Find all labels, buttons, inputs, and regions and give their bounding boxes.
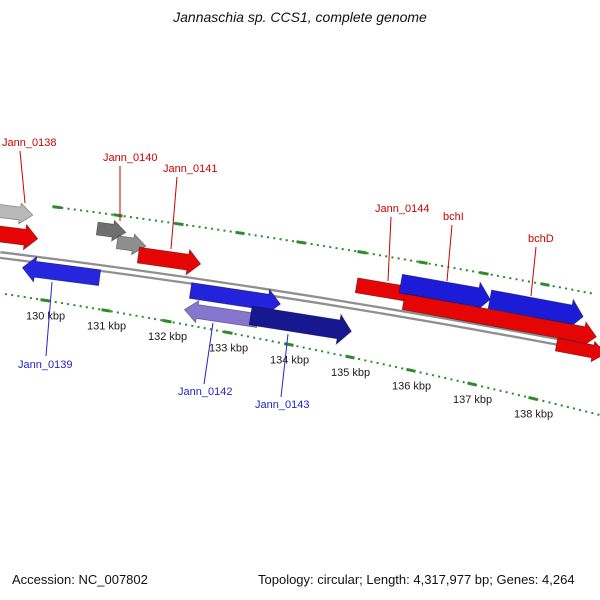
gene-label-Jann_0140: Jann_0140 (103, 152, 157, 164)
gene-label-Jann_0142: Jann_0142 (178, 386, 232, 398)
upper-major-tick (296, 240, 306, 245)
ruler-label: 136 kbp (392, 380, 431, 392)
gene-label-bchI: bchI (443, 211, 464, 223)
gene-arrow-cds-red-a[interactable] (0, 220, 39, 251)
ruler-label: 131 kbp (87, 321, 126, 333)
ruler-major-tick (528, 395, 538, 402)
accession-text: Accession: NC_007802 (12, 572, 148, 587)
ruler-label: 137 kbp (453, 394, 492, 406)
ruler-label: 130 kbp (26, 310, 65, 322)
gene-arrow-cds-red-c[interactable] (554, 334, 600, 364)
ruler-label: 135 kbp (331, 367, 370, 379)
gene-label-Jann_0138: Jann_0138 (2, 137, 56, 149)
ruler-major-tick (223, 330, 233, 335)
leader-line-Jann_0141 (170, 176, 178, 250)
leader-line-Jann_0142 (203, 322, 214, 385)
gene-arrow-Jann_0143[interactable] (248, 300, 353, 346)
upper-major-tick (235, 230, 245, 236)
gene-arrow-Jann_0141[interactable] (136, 242, 203, 276)
gene-arrow-cds-gray-b[interactable] (115, 232, 148, 257)
upper-major-tick (113, 213, 123, 218)
ruler-label: 132 kbp (148, 331, 187, 343)
upper-major-tick (540, 282, 550, 287)
ruler-major-tick (406, 367, 416, 373)
gene-label-Jann_0143: Jann_0143 (255, 399, 309, 411)
leader-line-bchI (446, 224, 453, 282)
ruler-label: 133 kbp (209, 343, 248, 355)
gene-arrow-cds-red-b[interactable] (401, 289, 598, 349)
gene-arrow-Jann_0142[interactable] (183, 299, 260, 332)
leader-line-Jann_0138 (19, 150, 26, 204)
ruler-label: 134 kbp (270, 355, 309, 367)
upper-major-tick (418, 260, 428, 265)
ruler-major-tick (284, 342, 294, 347)
ruler-major-tick (162, 318, 172, 324)
gene-label-Jann_0139: Jann_0139 (18, 359, 72, 371)
upper-major-tick (174, 221, 184, 227)
gene-label-bchD: bchD (528, 233, 554, 245)
ruler-major-tick (345, 354, 355, 360)
upper-major-tick (357, 250, 367, 255)
ruler-major-tick (40, 298, 50, 303)
page-title: Jannaschia sp. CCS1, complete genome (173, 9, 427, 25)
gene-arrow-Jann_0138[interactable] (0, 200, 34, 226)
upper-major-tick (52, 205, 62, 210)
genome-meta-text: Topology: circular; Length: 4,317,977 bp… (258, 572, 575, 587)
gene-arrow-Jann_0139[interactable] (21, 255, 102, 290)
leader-line-Jann_0143 (280, 333, 289, 398)
gene-label-Jann_0141: Jann_0141 (163, 163, 217, 175)
upper-major-tick (479, 271, 489, 276)
ruler-label: 138 kbp (514, 409, 553, 421)
gene-label-Jann_0144: Jann_0144 (375, 203, 429, 215)
ruler-major-tick (467, 381, 477, 387)
leader-line-Jann_0139 (45, 281, 53, 357)
ruler-major-tick (101, 308, 111, 313)
leader-line-bchD (530, 246, 537, 297)
upper-tick-arc (54, 206, 596, 295)
leader-line-Jann_0144 (387, 216, 392, 282)
gene-arrow-bchD[interactable] (487, 284, 586, 331)
genome-backbone-gap (0, 253, 600, 352)
